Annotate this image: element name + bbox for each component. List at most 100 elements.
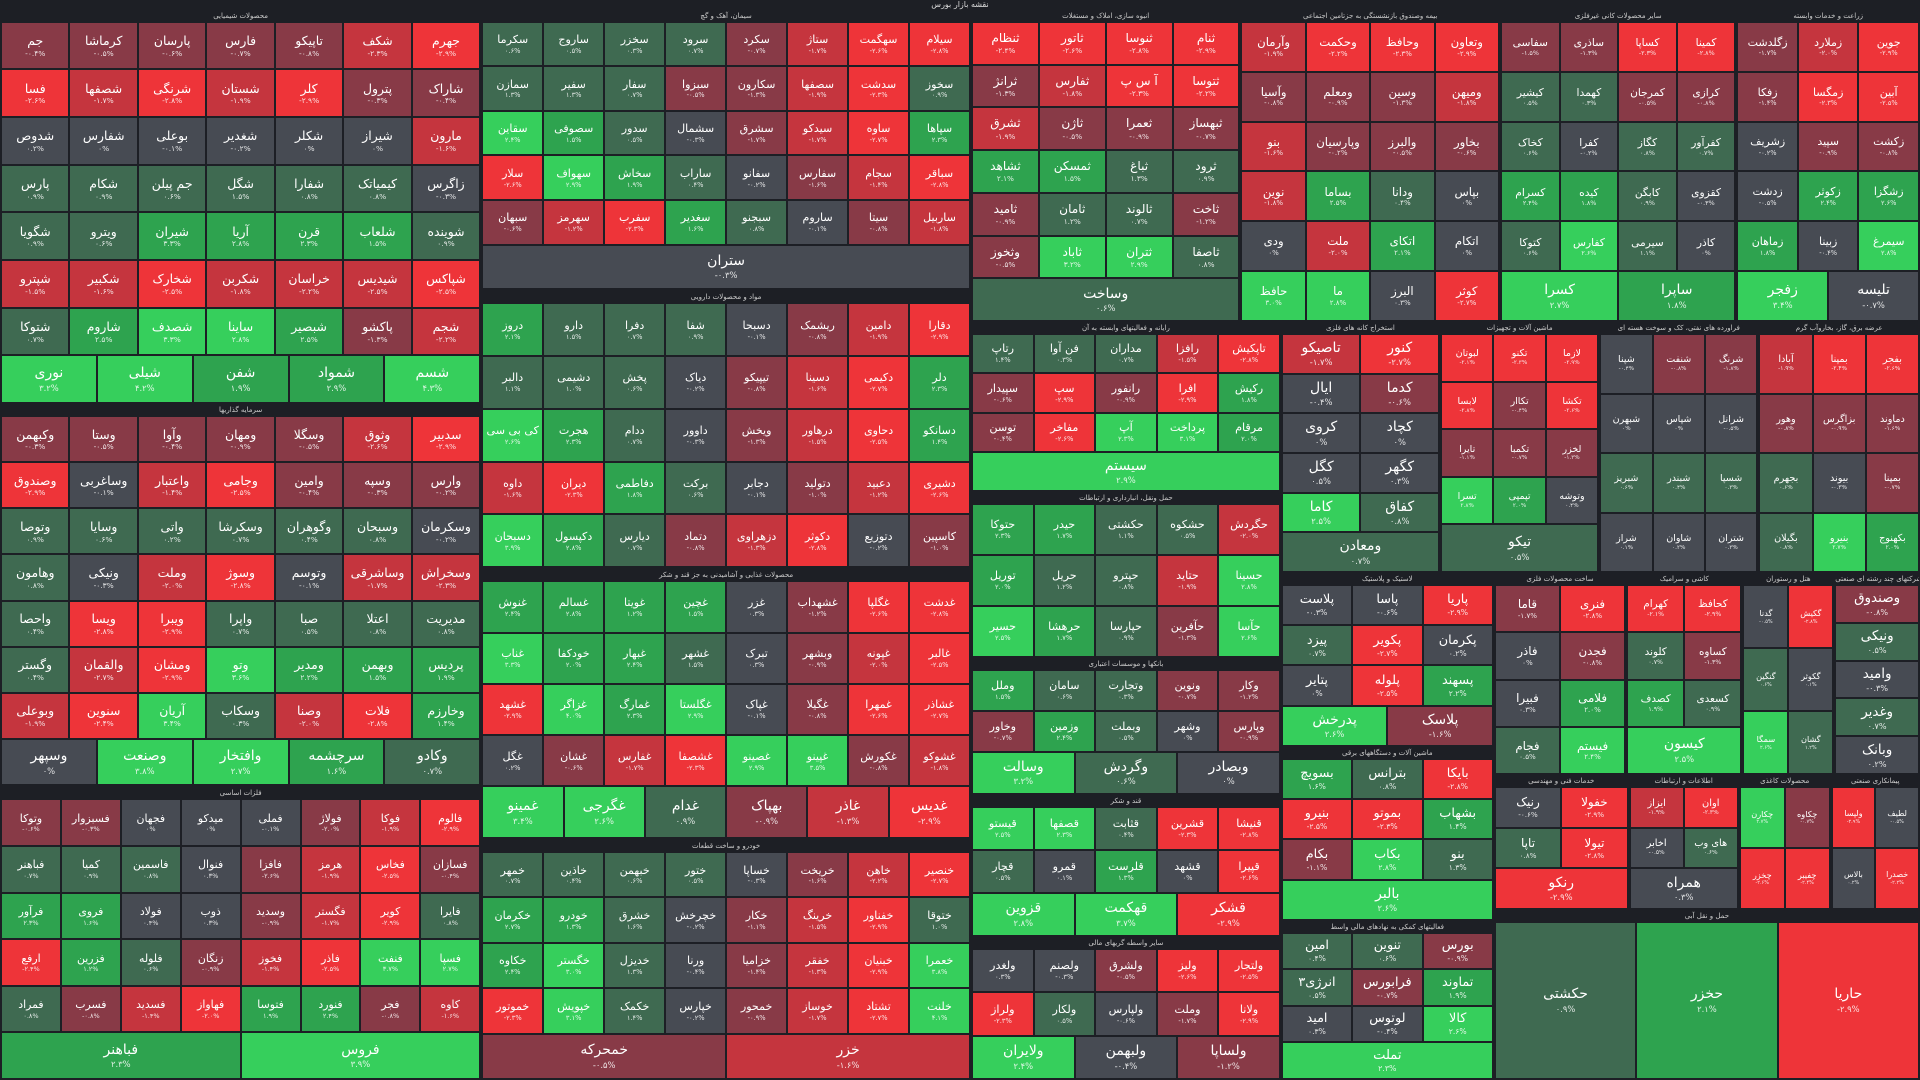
ticker-cell[interactable]: خوساز -۱.۷% bbox=[787, 988, 849, 1034]
ticker-cell[interactable]: رافزا -۱.۵% bbox=[1156, 334, 1219, 374]
ticker-cell[interactable]: خریخت -۱.۶% bbox=[787, 852, 849, 898]
ticker-cell[interactable]: ایزاز -۱.۹% bbox=[1629, 787, 1684, 828]
ticker-cell[interactable]: جم -۰.۴% bbox=[1, 21, 70, 70]
ticker-cell[interactable]: دیاک -۰.۲% bbox=[665, 356, 727, 409]
ticker-cell[interactable]: سمازن ۱.۳% bbox=[482, 66, 544, 111]
ticker-cell[interactable]: سفرب -۲.۳% bbox=[604, 200, 666, 245]
ticker-cell[interactable]: واعتبار -۱.۴% bbox=[137, 462, 207, 509]
ticker-cell[interactable]: خزامیا -۱.۴% bbox=[726, 942, 788, 989]
ticker-cell[interactable]: شکربن -۱.۸% bbox=[206, 260, 275, 308]
ticker-cell[interactable]: سیستم ۲.۹% bbox=[972, 451, 1280, 492]
ticker-cell[interactable]: غگل ۰.۲% bbox=[482, 735, 544, 787]
ticker-cell[interactable]: آپ ۲.۳% bbox=[1095, 412, 1157, 452]
ticker-cell[interactable]: قزوین ۲.۸% bbox=[972, 892, 1075, 936]
ticker-cell[interactable]: خمحور -۰.۹% bbox=[726, 988, 788, 1034]
ticker-cell[interactable]: حتوکا ۲.۳% bbox=[972, 504, 1034, 555]
ticker-cell[interactable]: غگرجی ۲.۶% bbox=[563, 786, 645, 838]
ticker-cell[interactable]: کقزوی -۰.۳% bbox=[1676, 171, 1736, 222]
ticker-cell[interactable]: تاپیکو -۰.۸% bbox=[274, 21, 344, 70]
ticker-cell[interactable]: غدام ۰.۹% bbox=[644, 786, 727, 838]
ticker-cell[interactable]: حریل ۱.۲% bbox=[1033, 555, 1096, 606]
ticker-cell[interactable]: تکاار -۰.۴% bbox=[1493, 381, 1546, 430]
ticker-cell[interactable]: بکاب ۲.۸% bbox=[1352, 839, 1423, 880]
ticker-cell[interactable]: غناب ۳.۳% bbox=[482, 632, 544, 684]
ticker-cell[interactable]: خاهن -۲.۲% bbox=[848, 852, 910, 898]
ticker-cell[interactable]: کفرآور ۰.۷% bbox=[1676, 121, 1736, 172]
ticker-cell[interactable]: وکار -۱.۲% bbox=[1218, 669, 1280, 711]
ticker-cell[interactable]: شنفت -۰.۸% bbox=[1652, 334, 1705, 394]
ticker-cell[interactable]: کمرجان -۰.۵% bbox=[1618, 71, 1677, 122]
ticker-cell[interactable]: وسگلا -۰.۵% bbox=[274, 416, 344, 463]
ticker-cell[interactable]: غدیس -۲.۹% bbox=[888, 786, 970, 838]
ticker-cell[interactable]: آبادا -۱.۹% bbox=[1759, 334, 1813, 394]
ticker-cell[interactable]: ثامید -۰.۹% bbox=[972, 192, 1039, 236]
ticker-cell[interactable]: ثرانژ -۱.۳% bbox=[972, 64, 1039, 108]
ticker-cell[interactable]: وبوعلی -۱.۹% bbox=[1, 692, 70, 739]
ticker-cell[interactable]: خکار -۱.۱% bbox=[726, 897, 788, 943]
ticker-cell[interactable]: وحافظ -۲.۳% bbox=[1370, 21, 1435, 72]
ticker-cell[interactable]: ثرود ۰.۹% bbox=[1172, 150, 1240, 193]
ticker-cell[interactable]: شصفها -۱.۷% bbox=[69, 69, 138, 118]
ticker-cell[interactable]: فسدید -۱.۴% bbox=[120, 985, 181, 1033]
ticker-cell[interactable]: شوینده ۰.۹% bbox=[411, 212, 481, 261]
ticker-cell[interactable]: خاذین ۰.۴% bbox=[543, 852, 605, 898]
ticker-cell[interactable]: فالوم -۲.۹% bbox=[420, 799, 481, 846]
ticker-cell[interactable]: ومشان -۲.۹% bbox=[137, 646, 207, 693]
ticker-cell[interactable]: رنیک -۰.۶% bbox=[1494, 787, 1562, 828]
ticker-cell[interactable]: ثاصفا ۰.۸% bbox=[1172, 235, 1240, 279]
ticker-cell[interactable]: گدنا -۰.۵% bbox=[1743, 585, 1789, 649]
ticker-cell[interactable]: چکارن ۲.۷% bbox=[1739, 787, 1785, 848]
ticker-cell[interactable]: بگیلان ۰.۸% bbox=[1759, 512, 1813, 573]
ticker-cell[interactable]: خرینگ -۱.۵% bbox=[787, 897, 849, 943]
ticker-cell[interactable]: سباقر -۲.۸% bbox=[909, 155, 970, 201]
ticker-cell[interactable]: خمحرکه -۰.۵% bbox=[482, 1033, 727, 1079]
ticker-cell[interactable]: غصینو ۲.۹% bbox=[726, 735, 788, 787]
ticker-cell[interactable]: صبا ۰.۵% bbox=[274, 600, 344, 647]
ticker-cell[interactable]: کاذر ۰% bbox=[1676, 221, 1736, 272]
ticker-cell[interactable]: غویتا ۱.۲% bbox=[604, 581, 666, 633]
ticker-cell[interactable]: وبهمن ۱.۵% bbox=[343, 646, 412, 693]
ticker-cell[interactable]: فزرین ۱.۲% bbox=[60, 939, 121, 986]
ticker-cell[interactable]: پترول -۰.۳% bbox=[343, 69, 412, 118]
ticker-cell[interactable]: ولانا -۲.۹% bbox=[1218, 992, 1280, 1036]
ticker-cell[interactable]: سکارون -۱.۳% bbox=[726, 66, 788, 111]
ticker-cell[interactable]: ساروم -۰.۱% bbox=[787, 200, 849, 245]
ticker-cell[interactable]: دیارس ۰.۷% bbox=[604, 514, 666, 568]
ticker-cell[interactable]: فارس -۰.۷% bbox=[206, 21, 275, 70]
ticker-cell[interactable]: بمپنا -۲.۴% bbox=[1812, 334, 1866, 394]
ticker-cell[interactable]: لازما -۲.۹% bbox=[1545, 334, 1599, 382]
ticker-cell[interactable]: انرژی۳ ۰.۵% bbox=[1281, 969, 1353, 1006]
ticker-cell[interactable]: داوه -۱.۶% bbox=[482, 461, 544, 515]
ticker-cell[interactable]: اتکام ۰% bbox=[1434, 221, 1499, 272]
ticker-cell[interactable]: کدما -۰.۶% bbox=[1360, 373, 1439, 414]
ticker-cell[interactable]: تاصیکو -۱.۷% bbox=[1281, 334, 1361, 374]
ticker-cell[interactable]: غگیلا -۰.۸% bbox=[787, 683, 849, 736]
ticker-cell[interactable]: وملت -۱.۷% bbox=[1156, 992, 1219, 1036]
ticker-cell[interactable]: ومیهن -۱.۸% bbox=[1434, 71, 1499, 122]
ticker-cell[interactable]: وساغربی -۰.۱% bbox=[69, 462, 138, 509]
ticker-cell[interactable]: قشکر -۲.۹% bbox=[1177, 892, 1280, 936]
ticker-cell[interactable]: دارو ۱.۵% bbox=[543, 303, 605, 357]
ticker-cell[interactable]: دعبید -۱.۲% bbox=[848, 461, 910, 515]
ticker-cell[interactable]: حافظ ۳.۰% bbox=[1241, 271, 1306, 321]
ticker-cell[interactable]: فنورد ۲.۴% bbox=[300, 985, 361, 1033]
ticker-cell[interactable]: بورس -۰.۹% bbox=[1422, 932, 1493, 970]
ticker-cell[interactable]: غمینو ۳.۴% bbox=[482, 786, 564, 838]
ticker-cell[interactable]: فایرا ۰.۸% bbox=[420, 892, 481, 940]
ticker-cell[interactable]: وصنا -۲.۰% bbox=[274, 692, 344, 739]
ticker-cell[interactable]: وثوق -۲.۶% bbox=[343, 416, 412, 463]
ticker-cell[interactable]: فهاواز -۲.۰% bbox=[180, 985, 241, 1033]
ticker-cell[interactable]: قشهد ۰% bbox=[1156, 849, 1219, 893]
ticker-cell[interactable]: وبصادر ۰% bbox=[1177, 752, 1280, 794]
ticker-cell[interactable]: فباهنر ۲.۳% bbox=[1, 1032, 241, 1079]
ticker-cell[interactable]: بفجر -۲.۶% bbox=[1865, 334, 1919, 394]
ticker-cell[interactable]: ولراز -۲.۳% bbox=[972, 992, 1034, 1036]
ticker-cell[interactable]: اوان -۲.۳% bbox=[1683, 787, 1738, 828]
ticker-cell[interactable]: بسویچ ۱.۶% bbox=[1281, 758, 1353, 800]
ticker-cell[interactable]: شبندر ۰.۴% bbox=[1652, 453, 1705, 513]
ticker-cell[interactable]: ساپرا ۱.۸% bbox=[1618, 271, 1736, 321]
ticker-cell[interactable]: سهرمز -۱.۲% bbox=[543, 200, 605, 245]
ticker-cell[interactable]: کرماشا -۰.۵% bbox=[69, 21, 138, 70]
ticker-cell[interactable]: شکبیر -۱.۶% bbox=[69, 260, 138, 308]
ticker-cell[interactable]: وآرمان -۱.۹% bbox=[1241, 21, 1306, 72]
